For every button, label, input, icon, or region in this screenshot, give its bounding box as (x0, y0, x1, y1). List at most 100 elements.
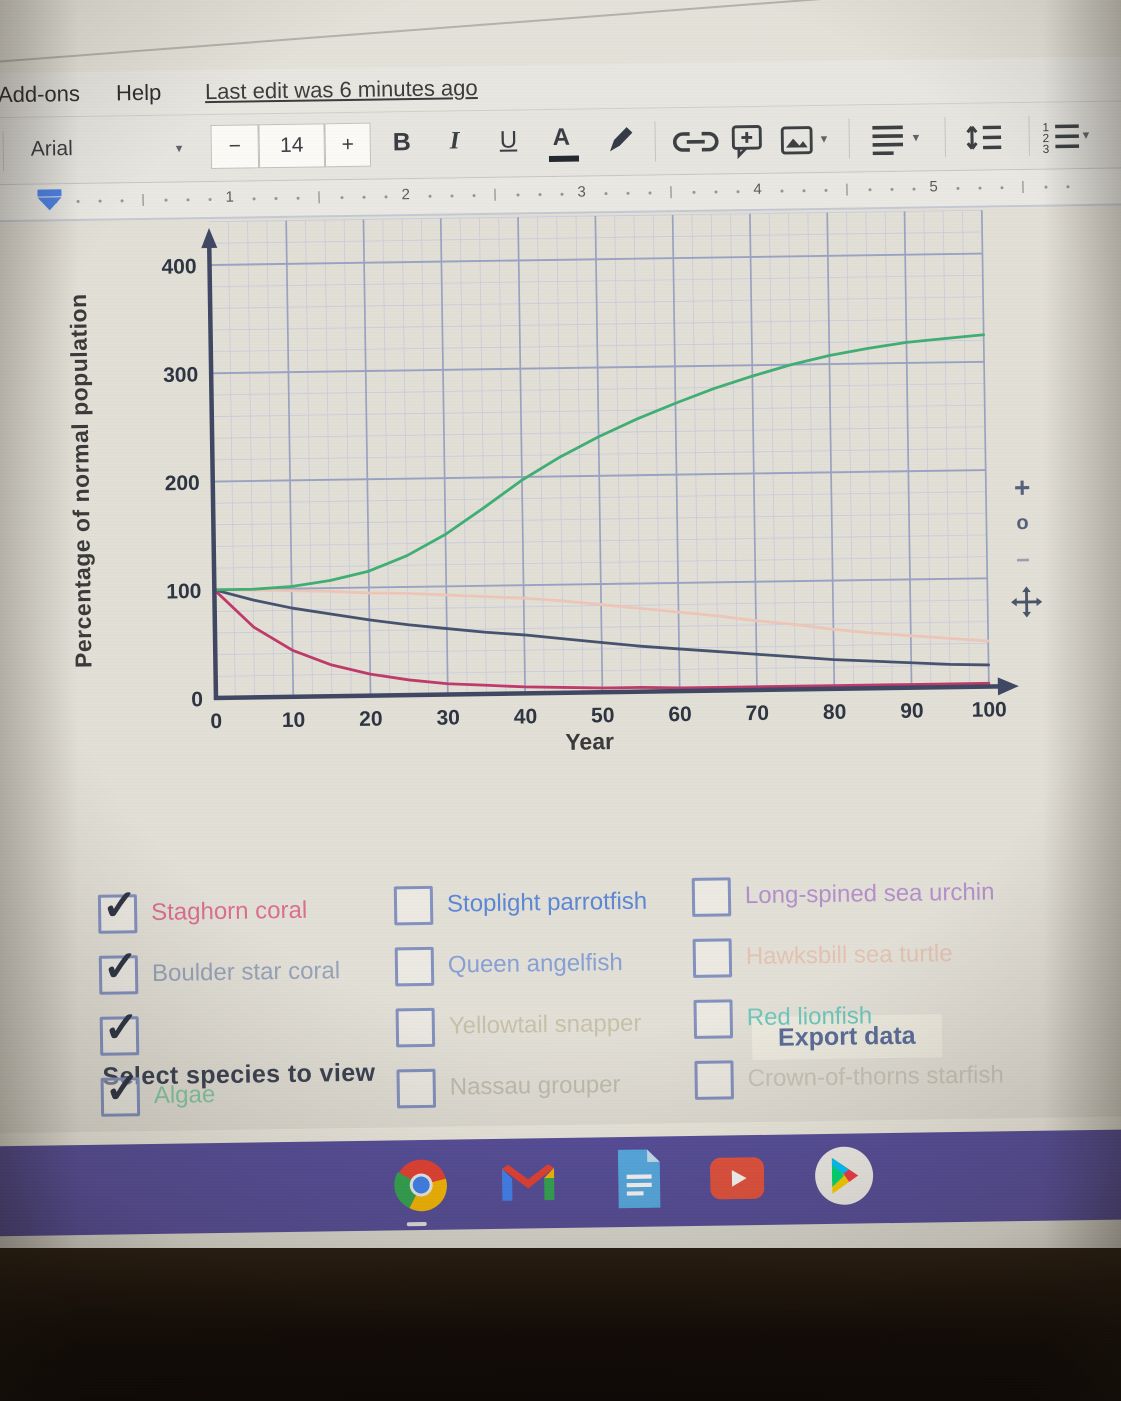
series-unlabeled (212, 588, 990, 643)
ruler-tick (494, 188, 496, 201)
species-label: Long-spined sea urchin (744, 878, 995, 910)
ruler-tick (516, 193, 520, 197)
checkmark-icon: ✓ (104, 1063, 141, 1112)
ruler-tick (340, 196, 344, 200)
svg-text:100: 100 (166, 580, 201, 604)
numbered-list-caret-icon[interactable]: ▾ (1082, 126, 1090, 143)
svg-text:60: 60 (668, 703, 692, 726)
species-checkbox[interactable] (693, 998, 734, 1039)
docs-toolbar: Arial ▾ − 14 + B I U A (0, 101, 1121, 186)
species-label: Queen angelfish (447, 948, 623, 979)
align-caret-icon[interactable]: ▾ (912, 129, 920, 145)
chart-zoom-in-button[interactable]: + (1013, 471, 1031, 504)
bold-button[interactable]: B (392, 128, 412, 157)
ruler-tick (824, 188, 828, 192)
species-checkbox[interactable]: ✓ (100, 1064, 140, 1117)
species-row: Long-spined sea urchin (691, 872, 1023, 917)
svg-text:100: 100 (972, 698, 1007, 722)
ruler-number: 5 (929, 178, 938, 196)
ruler-tick (1022, 180, 1024, 193)
species-checkbox[interactable]: ✓ (99, 1003, 139, 1056)
menu-help[interactable]: Help (115, 79, 162, 106)
gmail-icon[interactable] (500, 1160, 557, 1205)
ruler-tick (670, 186, 672, 199)
paint-format-icon[interactable] (602, 123, 637, 158)
google-play-icon[interactable] (814, 1145, 875, 1206)
ruler-tick (1044, 185, 1048, 189)
ruler-tick (450, 194, 454, 198)
font-family-caret-icon[interactable]: ▾ (175, 140, 183, 156)
indent-marker[interactable] (37, 189, 62, 211)
menu-add-ons[interactable]: Add-ons (0, 80, 81, 108)
line-spacing-icon[interactable] (964, 119, 1005, 156)
last-edit-link[interactable]: Last edit was 6 minutes ago (204, 75, 478, 105)
ruler-tick (692, 190, 696, 194)
ruler-number: 2 (401, 186, 410, 204)
insert-image-caret-icon[interactable]: ▾ (820, 130, 828, 146)
insert-image-icon[interactable] (778, 123, 815, 158)
species-checkbox[interactable]: ✓ (97, 881, 138, 934)
font-family-select[interactable]: Arial (30, 137, 73, 161)
chart-reset-button[interactable]: o (1016, 511, 1029, 535)
species-checkbox[interactable] (691, 876, 732, 917)
species-label: Crown-of-thorns starfish (747, 1061, 1004, 1093)
insert-link-icon[interactable] (670, 129, 722, 154)
ruler-tick (98, 199, 102, 203)
toolbar-divider (944, 117, 947, 158)
species-label: Red lionfish (746, 1002, 873, 1032)
ruler-tick (978, 186, 982, 190)
chromeos-shelf (0, 1129, 1121, 1237)
species-checkbox[interactable] (393, 885, 434, 925)
ruler-tick (296, 196, 300, 200)
species-checkbox[interactable] (692, 937, 733, 978)
font-size-decrease-button[interactable]: − (210, 124, 260, 170)
toolbar-divider (1028, 115, 1031, 156)
svg-text:20: 20 (359, 708, 383, 731)
ruler-tick (802, 189, 806, 193)
ruler-number: 3 (577, 183, 586, 201)
species-label: Staghorn coral (150, 896, 308, 926)
align-icon[interactable] (869, 123, 907, 156)
svg-text:1: 1 (1042, 120, 1049, 134)
underline-button[interactable]: U (499, 126, 518, 154)
species-checkbox[interactable] (394, 946, 435, 986)
chart-y-axis-title: Percentage of normal population (64, 293, 97, 668)
svg-text:300: 300 (163, 363, 198, 387)
insert-comment-icon[interactable] (729, 123, 766, 160)
ruler-tick (1066, 185, 1070, 189)
screen-glare-line (0, 0, 1114, 66)
youtube-icon[interactable] (709, 1157, 765, 1200)
chrome-icon[interactable] (392, 1156, 451, 1215)
chart-x-axis-title: Year (565, 728, 615, 755)
svg-text:400: 400 (161, 255, 196, 279)
ruler-tick (252, 197, 256, 201)
ruler-tick (956, 186, 960, 190)
font-size-input[interactable]: 14 (258, 123, 326, 169)
species-checkbox[interactable] (694, 1059, 734, 1100)
ruler-tick (604, 192, 608, 196)
font-size-increase-button[interactable]: + (324, 122, 372, 168)
text-color-button[interactable]: A (552, 123, 571, 151)
species-row: Hawksbill sea turtle (692, 933, 1024, 978)
ruler-tick (208, 198, 212, 202)
toolbar-divider (654, 121, 657, 162)
italic-button[interactable]: I (449, 127, 460, 155)
ruler-number: 4 (753, 180, 762, 198)
ruler-tick (164, 198, 168, 202)
species-checkbox[interactable] (396, 1068, 437, 1108)
species-column-2: Stoplight parrotfish Queen angelfish Yello… (393, 880, 728, 1129)
chart-zoom-out-button[interactable]: − (1015, 546, 1031, 575)
google-docs-icon[interactable] (614, 1146, 665, 1211)
checkmark-icon: ✓ (101, 880, 138, 929)
toolbar-divider (848, 118, 851, 159)
screen-bezel (0, 1248, 1121, 1401)
species-checkbox[interactable] (395, 1007, 436, 1047)
series-boulder-star-coral (212, 588, 990, 667)
series-algae (212, 333, 986, 592)
chart-pan-icon[interactable] (1009, 585, 1044, 620)
numbered-list-icon[interactable]: 1 2 3 (1040, 118, 1081, 155)
ruler-tick (76, 199, 80, 204)
species-checkbox[interactable]: ✓ (98, 942, 138, 995)
ruler-tick (560, 192, 564, 196)
svg-text:50: 50 (591, 704, 615, 727)
